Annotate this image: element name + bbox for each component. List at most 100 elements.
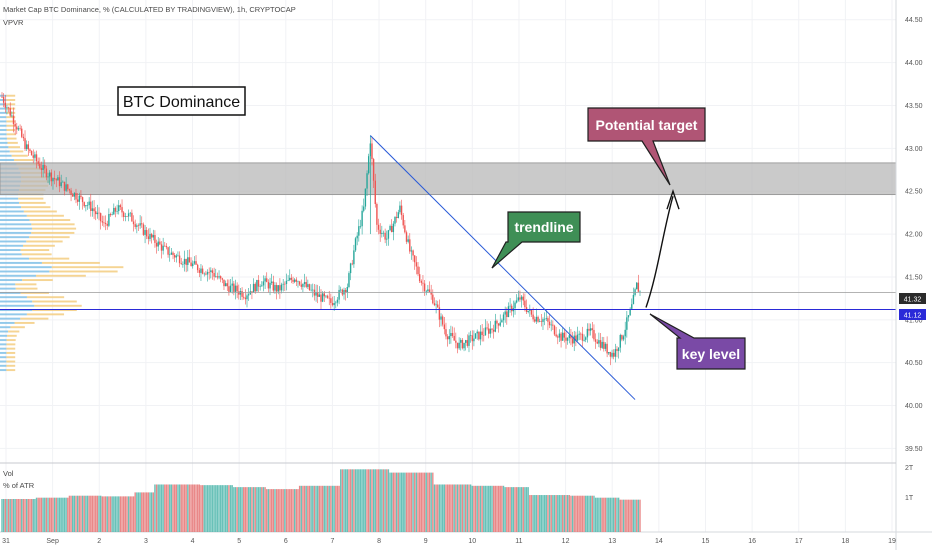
volume-bar	[78, 495, 80, 532]
candle-down	[35, 154, 38, 162]
time-axis[interactable]: 31 Sep 2 3 4 5 6 7 8 9 10 11 12 13 14 15 16 17 18 19	[2, 538, 896, 545]
volume-bar	[239, 487, 242, 532]
volume-bar	[269, 489, 271, 532]
volume-bar	[144, 492, 146, 532]
candle-up	[285, 280, 288, 285]
candle-down	[32, 155, 34, 158]
volume-bar	[525, 487, 528, 532]
candle-up	[631, 304, 633, 309]
candle-up	[636, 282, 638, 290]
vpvr-bar-sell	[6, 351, 16, 354]
vpvr-bar-sell	[29, 236, 70, 239]
volume-bar	[576, 495, 579, 532]
candle-up	[269, 282, 271, 289]
volume-bar	[552, 495, 554, 532]
trendline-callout[interactable]: trendline	[491, 211, 581, 269]
vpvr-bar-sell	[15, 283, 37, 286]
chart-title-box[interactable]	[117, 86, 246, 116]
volume-bar	[400, 472, 403, 532]
volume-bar	[537, 495, 539, 532]
candle-down	[443, 324, 446, 330]
volume-bar	[568, 495, 570, 532]
volume-bar	[410, 472, 413, 532]
volume-bar	[223, 485, 225, 532]
volume-bar	[1, 499, 3, 532]
volume-bar	[325, 485, 327, 532]
volume-bar	[443, 484, 446, 532]
volume-bar	[162, 484, 164, 532]
vpvr-bar-sell	[21, 253, 52, 256]
vpvr-bar-buy	[0, 219, 30, 222]
volume-bar	[586, 495, 589, 532]
volume-bar	[213, 485, 215, 532]
volume-bar	[76, 495, 79, 532]
candle-up	[622, 336, 625, 340]
time-tick-label: 8	[377, 538, 381, 545]
volume-bar	[617, 497, 620, 532]
volume-bar	[571, 495, 574, 532]
candle-up	[473, 338, 475, 342]
target-callout[interactable]: Potential target	[587, 107, 706, 186]
candle-down	[344, 289, 347, 293]
candle-down	[63, 181, 66, 191]
volume-bar	[497, 485, 500, 532]
candle-down	[591, 328, 594, 330]
volume-bar	[428, 472, 431, 532]
candle-down	[418, 274, 421, 282]
candle-down	[122, 212, 125, 217]
candle-down	[121, 207, 123, 213]
vpvr-bar-sell	[26, 313, 65, 316]
volume-bar	[17, 499, 20, 532]
candle-down	[374, 180, 376, 205]
candle-down	[524, 300, 526, 308]
candle-down	[580, 333, 582, 335]
volume-bar	[397, 472, 399, 532]
vpvr-bar-buy	[0, 240, 27, 243]
indicator-label[interactable]: VPVR	[3, 18, 24, 27]
time-tick-label: 6	[284, 538, 288, 545]
candle-down	[488, 328, 490, 334]
volume-bar	[231, 485, 233, 532]
vpvr-bar-buy	[0, 124, 7, 127]
candle-up	[169, 254, 171, 256]
volume-bar	[289, 489, 291, 532]
key-level-callout[interactable]: key level	[649, 313, 746, 370]
candle-down	[423, 283, 426, 292]
time-tick-label: 4	[191, 538, 195, 545]
volume-bar	[241, 487, 243, 532]
candle-down	[298, 281, 301, 285]
candle-down	[433, 303, 436, 306]
volume-bar	[367, 469, 370, 532]
volume-bar	[611, 497, 613, 532]
volume-bar	[121, 496, 123, 532]
trendline[interactable]	[369, 135, 636, 400]
candle-down	[275, 285, 278, 292]
vpvr-bar-sell	[10, 326, 25, 329]
volume-bar	[626, 499, 628, 532]
candle-down	[486, 327, 488, 329]
volume-bar	[244, 487, 247, 532]
price-axis[interactable]: 44.50 44.00 43.50 43.00 42.50 42.00 41.50 41.00…	[905, 17, 923, 453]
volume-bar	[312, 485, 314, 532]
candle-up	[88, 201, 90, 206]
candle-down	[497, 323, 500, 326]
candle-down	[540, 321, 543, 322]
candle-up	[535, 316, 538, 322]
candle-up	[458, 342, 460, 349]
chart-header-title: Market Cap BTC Dominance, % (CALCULATED …	[3, 5, 296, 14]
volume-bar	[333, 485, 335, 532]
volume-bar	[514, 487, 516, 532]
vpvr-bar-sell	[7, 141, 18, 144]
candle-down	[391, 225, 393, 233]
projection-arrow[interactable]	[645, 196, 674, 308]
volume-bar	[483, 485, 485, 532]
volume-bar	[131, 496, 133, 532]
candle-up	[529, 309, 531, 311]
volume-bar	[42, 497, 44, 532]
resistance-zone[interactable]	[0, 162, 897, 196]
volume-bar	[502, 485, 505, 532]
volume-bar	[101, 496, 104, 532]
candle-up	[289, 277, 291, 281]
candle-down	[405, 232, 408, 242]
vpvr-bar-buy	[0, 146, 9, 149]
